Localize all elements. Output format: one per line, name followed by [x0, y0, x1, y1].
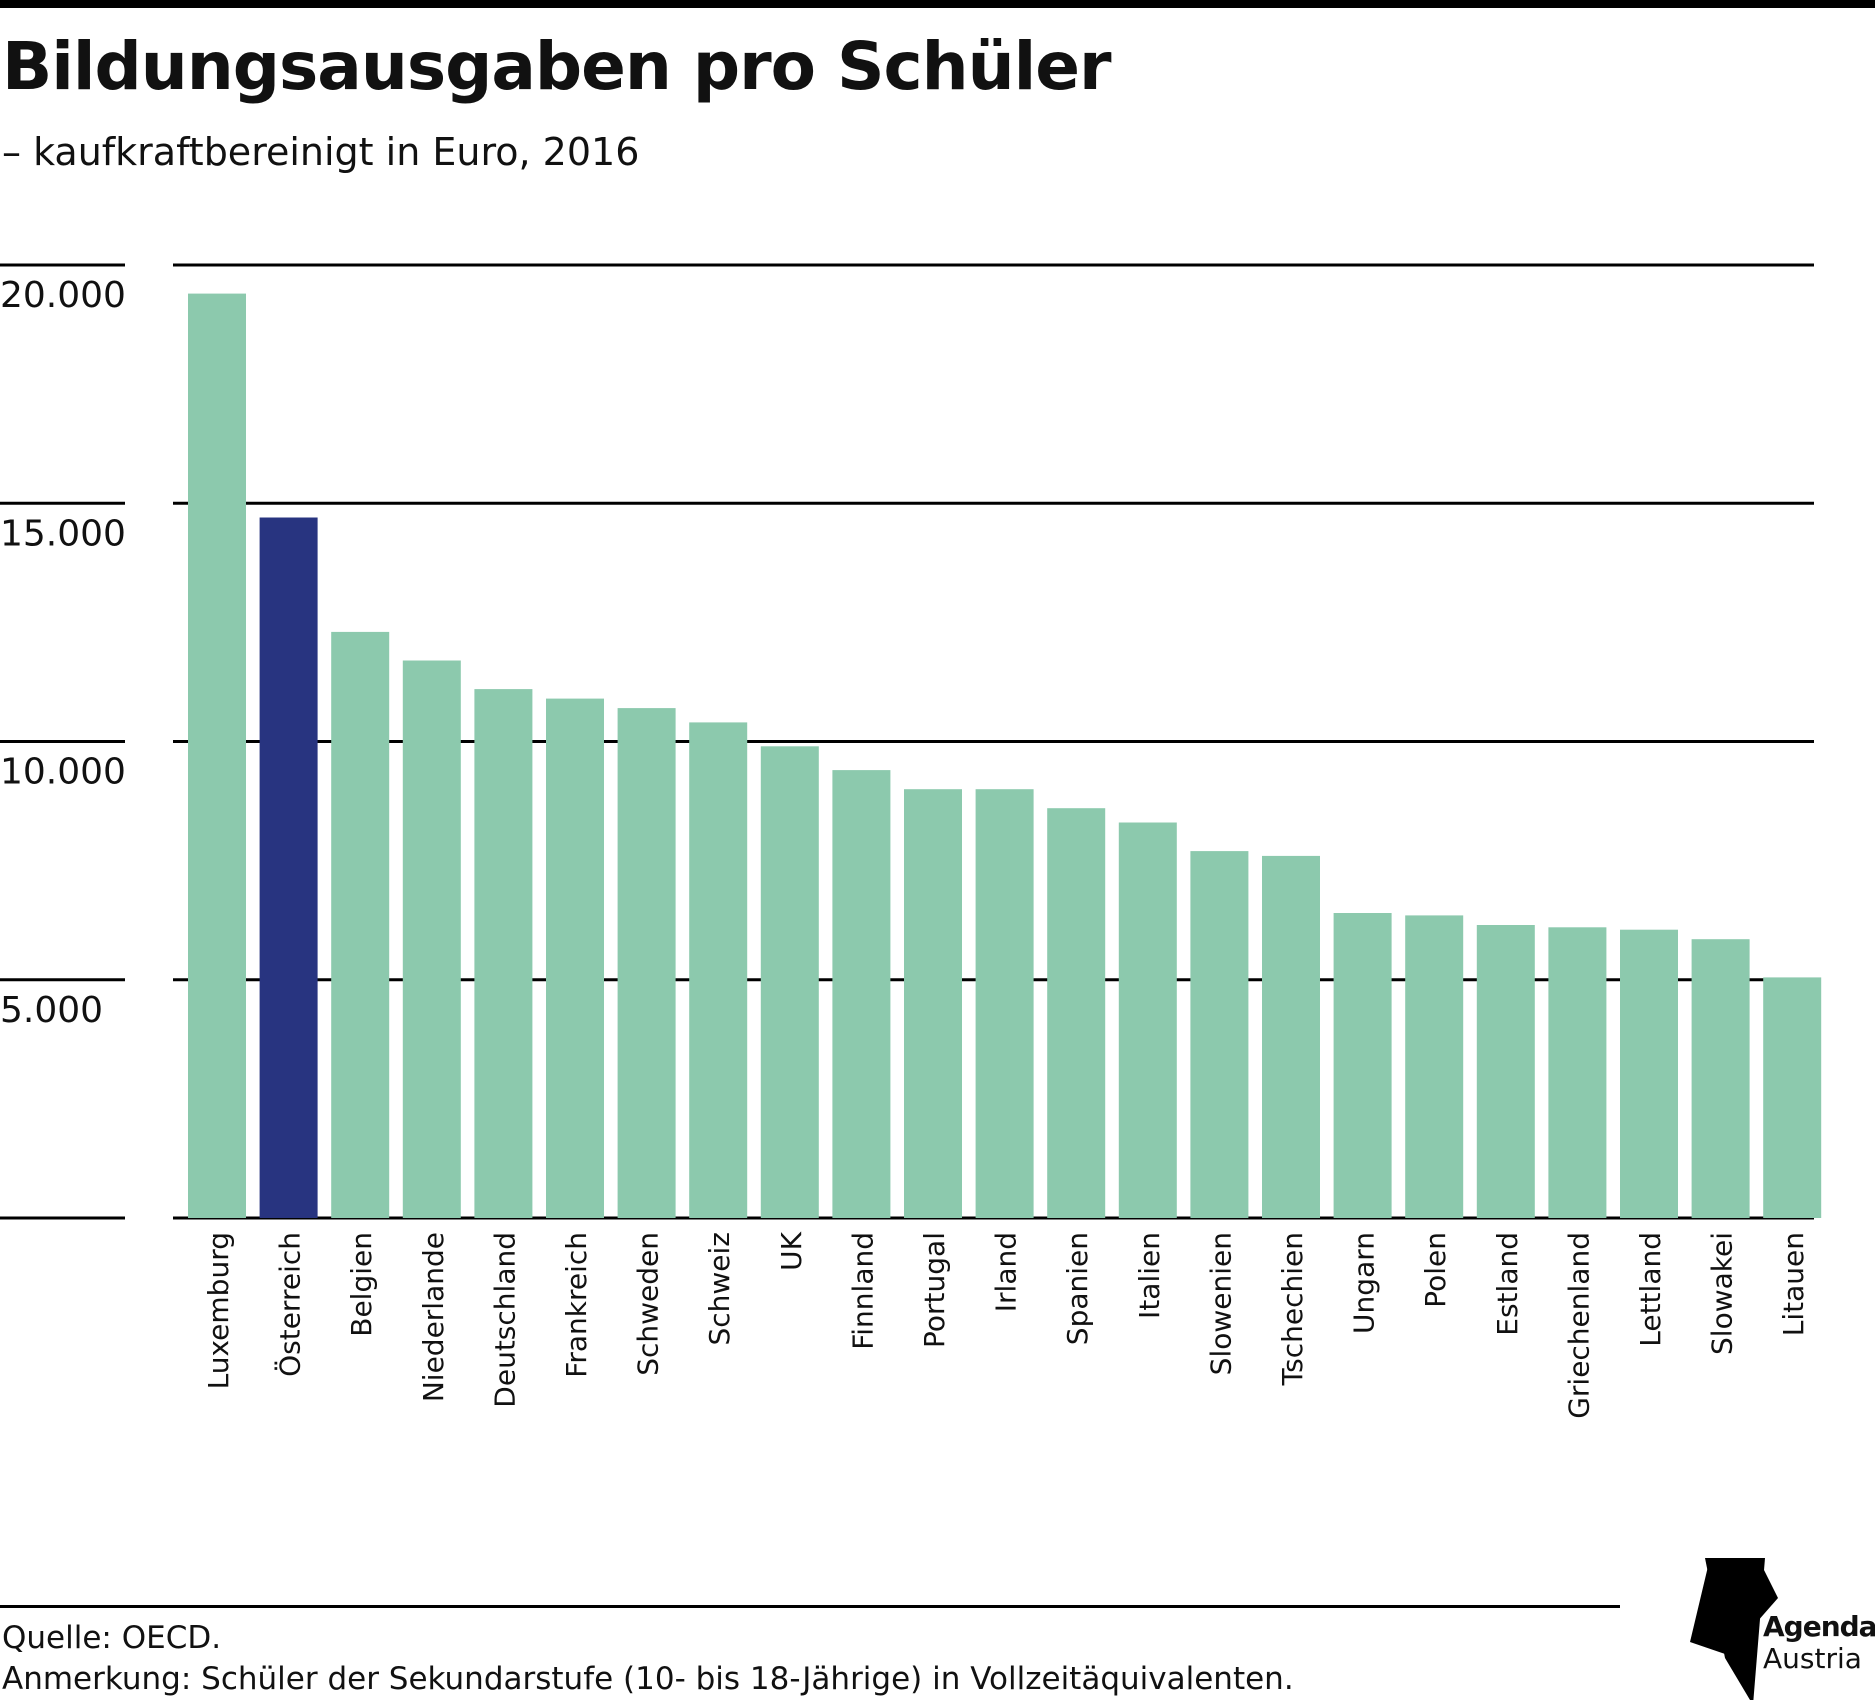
x-category-label: Estland: [1491, 1232, 1524, 1336]
x-category-label: Österreich: [273, 1232, 307, 1377]
bar-9: [832, 770, 891, 1218]
bar-8: [760, 746, 819, 1218]
chart-subtitle: – kaufkraftbereinigt in Euro, 2016: [2, 130, 640, 174]
chart-title: Bildungsausgaben pro Schüler: [2, 28, 1112, 105]
bar-10: [904, 789, 962, 1218]
x-category-label: Polen: [1419, 1232, 1452, 1308]
x-category-label: Schweden: [632, 1232, 665, 1376]
x-axis-category-labels: Luxemburg Österreich Belgien Niederlande Deu…: [202, 1231, 1810, 1418]
top-rule: [0, 0, 1875, 8]
x-category-label: Frankreich: [560, 1232, 593, 1378]
x-category-label: Schweiz: [703, 1232, 736, 1346]
x-category-label: Spanien: [1061, 1232, 1094, 1345]
y-tick-label: 20.000: [0, 275, 126, 316]
bars: [188, 293, 1822, 1219]
x-category-label: Luxemburg: [202, 1232, 235, 1389]
y-tick-label: 15.000: [0, 513, 126, 554]
x-category-label: Slowenien: [1204, 1232, 1237, 1375]
bar-16: [1333, 913, 1392, 1218]
bar-chart: 5.000 10.000 15.000 20.000 Luxemburg Österre…: [0, 263, 1822, 1419]
bar-1: [259, 517, 318, 1218]
bar-3: [402, 660, 461, 1218]
bar-19: [1548, 927, 1607, 1218]
bar-14: [1190, 851, 1249, 1218]
y-axis-tick-labels: 5.000 10.000 15.000 20.000: [0, 275, 126, 1031]
y-tick-label: 5.000: [0, 990, 103, 1031]
bar-5: [546, 698, 604, 1218]
bar-11: [975, 789, 1034, 1218]
y-tick-label: 10.000: [0, 752, 126, 793]
bar-0: [188, 293, 246, 1219]
x-category-label: Portugal: [918, 1232, 951, 1348]
x-category-label: Lettland: [1634, 1232, 1667, 1347]
bar-17: [1405, 915, 1464, 1218]
x-category-label: Italien: [1133, 1232, 1166, 1319]
x-category-label: UK: [775, 1231, 808, 1270]
logo-text-agenda: Agenda: [1763, 1610, 1875, 1643]
bar-22: [1763, 977, 1822, 1218]
x-category-label: Irland: [990, 1232, 1023, 1312]
logo-text-austria: Austria: [1763, 1642, 1862, 1675]
x-category-label: Deutschland: [488, 1232, 521, 1408]
bar-15: [1262, 855, 1320, 1218]
x-category-label: Slowakei: [1706, 1232, 1739, 1355]
x-category-label: Litauen: [1777, 1232, 1810, 1336]
bar-6: [617, 708, 676, 1218]
agenda-austria-logo-icon: [1690, 1558, 1778, 1700]
x-category-label: Niederlande: [417, 1232, 450, 1402]
bar-12: [1047, 808, 1106, 1218]
source-note: Quelle: OECD.: [2, 1620, 222, 1656]
x-category-label: Belgien: [345, 1232, 378, 1337]
bar-13: [1118, 822, 1177, 1218]
bar-20: [1620, 929, 1678, 1218]
bar-4: [474, 689, 533, 1218]
x-category-label: Ungarn: [1348, 1232, 1381, 1334]
annotation-note: Anmerkung: Schüler der Sekundarstufe (10…: [2, 1661, 1294, 1697]
footer-rule: [0, 1605, 1620, 1608]
x-category-label: Griechenland: [1562, 1232, 1595, 1419]
x-category-label: Finnland: [846, 1232, 879, 1350]
bar-18: [1476, 925, 1535, 1218]
bar-21: [1691, 939, 1750, 1218]
bar-2: [331, 631, 390, 1218]
x-category-label: Tschechien: [1276, 1232, 1309, 1386]
bar-7: [689, 722, 748, 1218]
